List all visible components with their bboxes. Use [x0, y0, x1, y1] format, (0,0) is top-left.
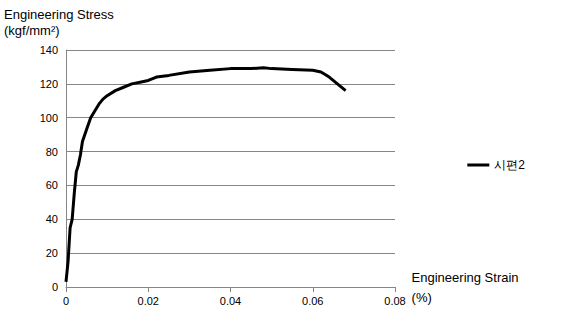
svg-text:40: 40: [46, 213, 58, 225]
svg-text:0.04: 0.04: [220, 295, 241, 307]
svg-text:(kgf/mm²): (kgf/mm²): [4, 23, 60, 38]
svg-text:0.02: 0.02: [138, 295, 159, 307]
svg-text:Engineering Stress: Engineering Stress: [4, 7, 114, 22]
svg-text:시편2: 시편2: [494, 158, 525, 172]
svg-text:20: 20: [46, 247, 58, 259]
svg-text:0: 0: [52, 281, 58, 293]
svg-text:0: 0: [63, 295, 69, 307]
svg-text:(%): (%): [412, 290, 432, 305]
svg-text:60: 60: [46, 179, 58, 191]
svg-text:0.06: 0.06: [302, 295, 323, 307]
svg-text:140: 140: [40, 44, 58, 56]
svg-text:120: 120: [40, 78, 58, 90]
svg-text:0.08: 0.08: [384, 295, 405, 307]
svg-text:100: 100: [40, 112, 58, 124]
svg-text:80: 80: [46, 146, 58, 158]
svg-text:Engineering Strain: Engineering Strain: [412, 270, 519, 285]
